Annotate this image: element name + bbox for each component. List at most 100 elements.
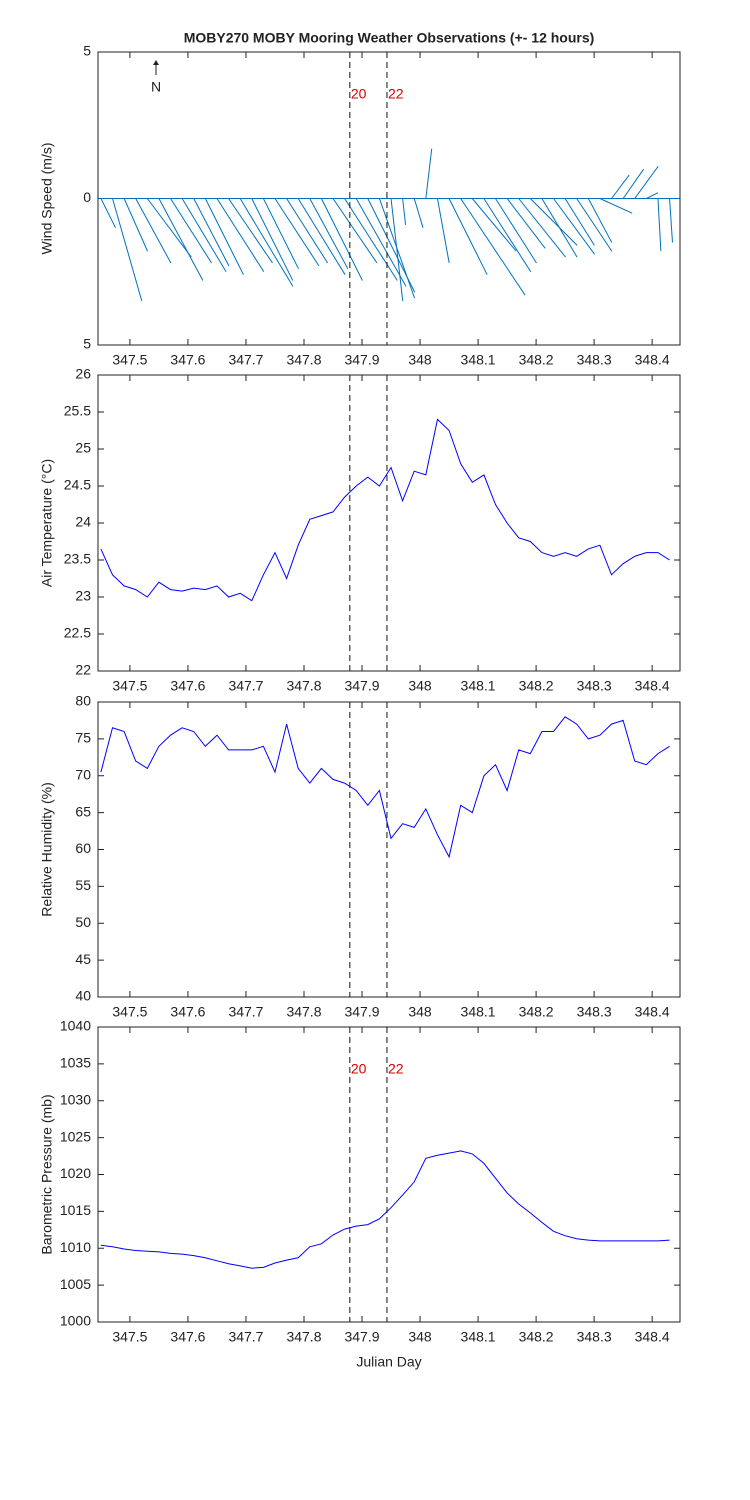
data-line — [100, 716, 670, 859]
wind-stick — [112, 198, 143, 302]
y-axis-label: Wind Speed (m/s) — [39, 142, 55, 254]
y-tick-label: 1010 — [60, 1239, 91, 1255]
x-tick-label: 347.5 — [112, 352, 147, 368]
x-tick-label: 348.2 — [519, 352, 554, 368]
wind-stick — [541, 198, 578, 258]
marker-label: 22 — [388, 86, 404, 102]
y-tick-label: 1005 — [60, 1276, 91, 1292]
wind-stick — [611, 174, 630, 199]
x-tick-label: 348.4 — [635, 1329, 670, 1345]
x-tick-label: 347.8 — [286, 352, 321, 368]
y-tick-label: 70 — [75, 766, 91, 782]
x-tick-label: 348 — [408, 1004, 432, 1020]
wind-stick — [262, 198, 299, 270]
y-tick-label: 60 — [75, 840, 91, 856]
wind-stick — [471, 198, 517, 252]
wind-stick — [216, 198, 265, 273]
x-tick-label: 347.5 — [112, 1004, 147, 1020]
y-tick-label: 75 — [75, 730, 91, 746]
y-tick-label: 25.5 — [64, 403, 91, 419]
wind-stick — [170, 198, 212, 264]
x-tick-label: 348 — [408, 678, 432, 694]
x-tick-label: 348.2 — [519, 678, 554, 694]
x-tick-label: 348.4 — [635, 1004, 670, 1020]
y-axis-label: Barometric Pressure (mb) — [39, 1094, 55, 1254]
wind-stick — [390, 198, 404, 302]
wind-stick — [309, 198, 349, 270]
x-tick-label: 347.8 — [286, 1329, 321, 1345]
wind-stick — [193, 198, 230, 267]
y-tick-label: 1025 — [60, 1128, 91, 1144]
x-tick-label: 348.3 — [577, 1004, 612, 1020]
wind-stick — [204, 198, 244, 275]
y-axis-label: Air Temperature (°C) — [39, 459, 55, 587]
wind-stick — [332, 198, 378, 264]
wind-stick — [286, 198, 329, 264]
wind-stick — [518, 198, 566, 258]
y-tick-label: 26 — [75, 366, 91, 382]
x-tick-label: 347.6 — [170, 678, 205, 694]
x-tick-label: 348.3 — [577, 352, 612, 368]
x-tick-label: 348.3 — [577, 678, 612, 694]
wind-stick — [587, 198, 613, 243]
wind-stick — [425, 148, 433, 199]
x-tick-label: 347.9 — [344, 352, 379, 368]
y-tick-label: 5 — [83, 336, 91, 352]
wind-stick — [622, 168, 645, 199]
wind-stick — [506, 198, 546, 249]
y-tick-label: 1020 — [60, 1165, 91, 1181]
x-tick-label: 348.1 — [461, 352, 496, 368]
y-tick-label: 45 — [75, 951, 91, 967]
y-tick-label: 24.5 — [64, 477, 91, 493]
y-tick-label: 1035 — [60, 1055, 91, 1071]
plot-frame — [97, 1026, 681, 1323]
wind-stick — [460, 198, 526, 296]
wind-stick — [228, 198, 273, 264]
x-tick-label: 348 — [408, 352, 432, 368]
wind-stick — [448, 198, 488, 275]
wind-stick — [320, 198, 363, 281]
x-tick-label: 347.9 — [344, 1004, 379, 1020]
wind-stick — [135, 198, 172, 264]
wind-stick — [553, 198, 595, 255]
wind-stick — [251, 198, 294, 281]
x-tick-label: 348.1 — [461, 1004, 496, 1020]
plot-frame — [97, 374, 681, 672]
x-tick-label: 347.8 — [286, 1004, 321, 1020]
wind-stick — [483, 198, 532, 273]
x-tick-label: 348.2 — [519, 1004, 554, 1020]
y-tick-label: 22 — [75, 662, 91, 678]
north-arrow-head — [153, 60, 159, 65]
marker-label: 22 — [388, 1061, 404, 1077]
wind-stick — [100, 198, 116, 229]
wind-stick — [646, 192, 659, 199]
y-tick-label: 25 — [75, 440, 91, 456]
wind-stick — [297, 198, 346, 275]
wind-stick — [413, 198, 424, 228]
x-tick-label: 348.1 — [461, 678, 496, 694]
x-tick-label: 347.7 — [228, 352, 263, 368]
y-tick-label: 1015 — [60, 1202, 91, 1218]
y-tick-label: 1030 — [60, 1091, 91, 1107]
wind-stick — [599, 198, 633, 214]
y-tick-label: 1040 — [60, 1018, 91, 1034]
wind-stick — [657, 198, 662, 252]
y-tick-label: 0 — [83, 189, 91, 205]
wind-stick — [669, 198, 673, 243]
wind-stick — [146, 198, 192, 258]
x-tick-label: 348.3 — [577, 1329, 612, 1345]
x-tick-label: 347.7 — [228, 1004, 263, 1020]
x-tick-label: 347.6 — [170, 1329, 205, 1345]
x-tick-label: 348 — [408, 1329, 432, 1345]
wind-stick — [158, 198, 204, 281]
x-axis-label: Julian Day — [356, 1354, 421, 1370]
x-tick-label: 347.9 — [344, 678, 379, 694]
x-tick-label: 348.4 — [635, 678, 670, 694]
wind-stick — [402, 198, 407, 225]
marker-label: 20 — [351, 1061, 367, 1077]
x-tick-label: 347.6 — [170, 1004, 205, 1020]
wind-stick — [495, 198, 537, 264]
wind-stick — [529, 198, 578, 246]
